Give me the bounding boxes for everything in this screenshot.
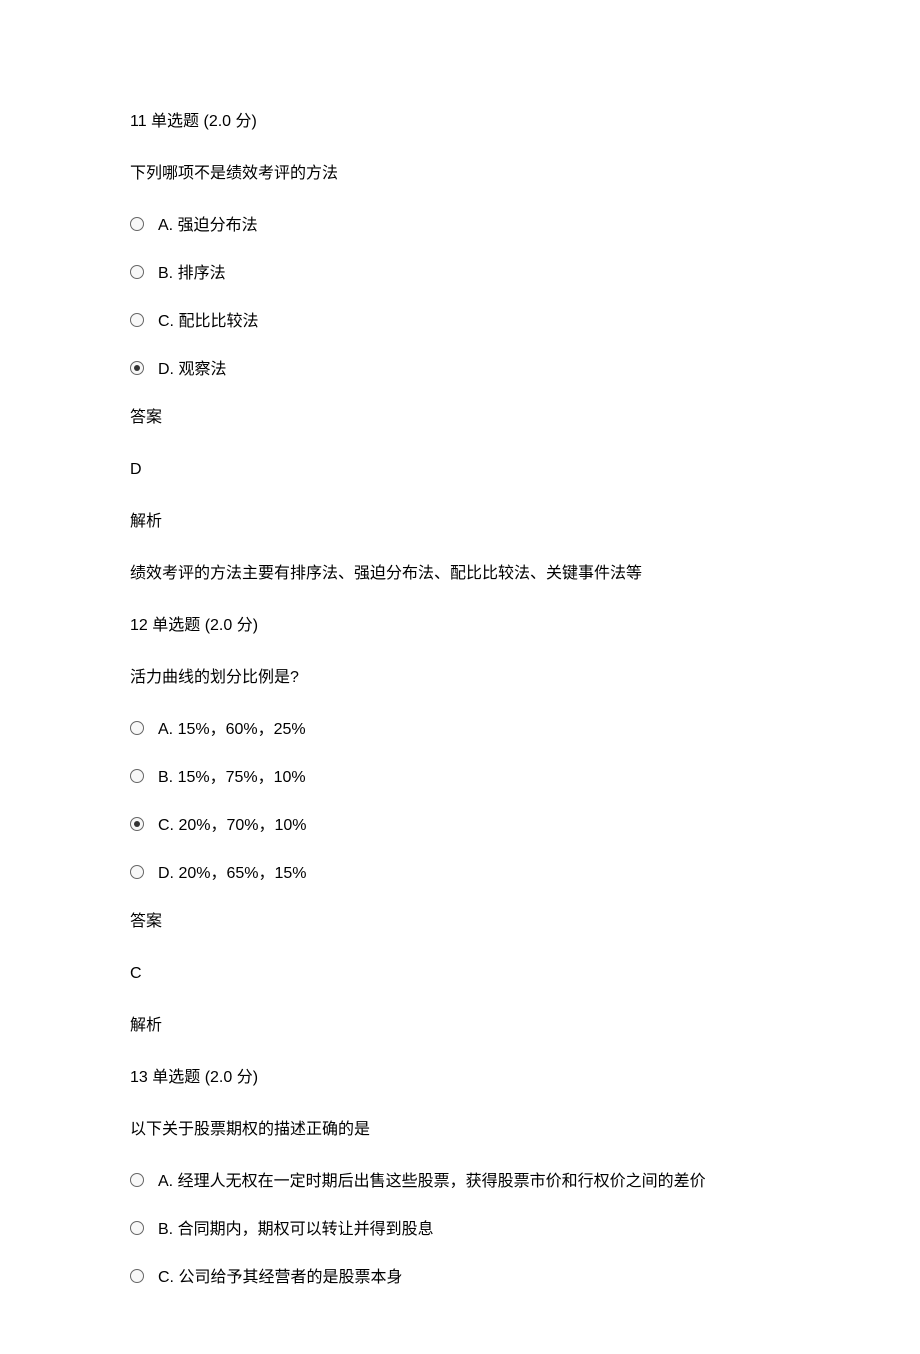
answer-label: 答案 (130, 406, 790, 430)
radio-icon[interactable] (130, 361, 144, 375)
option-row[interactable]: C. 公司给予其经营者的是股票本身 (130, 1266, 790, 1290)
option-row[interactable]: C. 配比比较法 (130, 310, 790, 334)
option-label: B. 合同期内，期权可以转让并得到股息 (158, 1218, 790, 1242)
option-row[interactable]: D. 20%，65%，15% (130, 862, 790, 886)
option-row[interactable]: B. 排序法 (130, 262, 790, 286)
analysis-text: 绩效考评的方法主要有排序法、强迫分布法、配比比较法、关键事件法等 (130, 562, 790, 586)
radio-icon[interactable] (130, 817, 144, 831)
option-label: D. 20%，65%，15% (158, 862, 790, 886)
option-row[interactable]: B. 15%，75%，10% (130, 766, 790, 790)
question-header: 11 单选题 (2.0 分) (130, 110, 790, 134)
option-row[interactable]: D. 观察法 (130, 358, 790, 382)
radio-icon[interactable] (130, 265, 144, 279)
option-row[interactable]: A. 强迫分布法 (130, 214, 790, 238)
question-prompt: 下列哪项不是绩效考评的方法 (130, 162, 790, 186)
question-header: 13 单选题 (2.0 分) (130, 1066, 790, 1090)
option-label: A. 15%，60%，25% (158, 718, 790, 742)
radio-icon[interactable] (130, 1269, 144, 1283)
radio-icon[interactable] (130, 721, 144, 735)
radio-icon[interactable] (130, 313, 144, 327)
radio-icon[interactable] (130, 1173, 144, 1187)
question-prompt: 以下关于股票期权的描述正确的是 (130, 1118, 790, 1142)
option-row[interactable]: A. 15%，60%，25% (130, 718, 790, 742)
analysis-label: 解析 (130, 510, 790, 534)
option-label: B. 15%，75%，10% (158, 766, 790, 790)
option-label: A. 强迫分布法 (158, 214, 790, 238)
option-label: A. 经理人无权在一定时期后出售这些股票，获得股票市价和行权价之间的差价 (158, 1170, 790, 1194)
answer-label: 答案 (130, 910, 790, 934)
answer-value: C (130, 962, 790, 986)
radio-icon[interactable] (130, 217, 144, 231)
radio-icon[interactable] (130, 1221, 144, 1235)
question-header: 12 单选题 (2.0 分) (130, 614, 790, 638)
option-row[interactable]: A. 经理人无权在一定时期后出售这些股票，获得股票市价和行权价之间的差价 (130, 1170, 790, 1194)
option-label: B. 排序法 (158, 262, 790, 286)
analysis-label: 解析 (130, 1014, 790, 1038)
option-label: C. 20%，70%，10% (158, 814, 790, 838)
option-row[interactable]: B. 合同期内，期权可以转让并得到股息 (130, 1218, 790, 1242)
option-row[interactable]: C. 20%，70%，10% (130, 814, 790, 838)
option-label: C. 公司给予其经营者的是股票本身 (158, 1266, 790, 1290)
option-label: C. 配比比较法 (158, 310, 790, 334)
answer-value: D (130, 458, 790, 482)
question-prompt: 活力曲线的划分比例是? (130, 666, 790, 690)
option-label: D. 观察法 (158, 358, 790, 382)
radio-icon[interactable] (130, 865, 144, 879)
radio-icon[interactable] (130, 769, 144, 783)
